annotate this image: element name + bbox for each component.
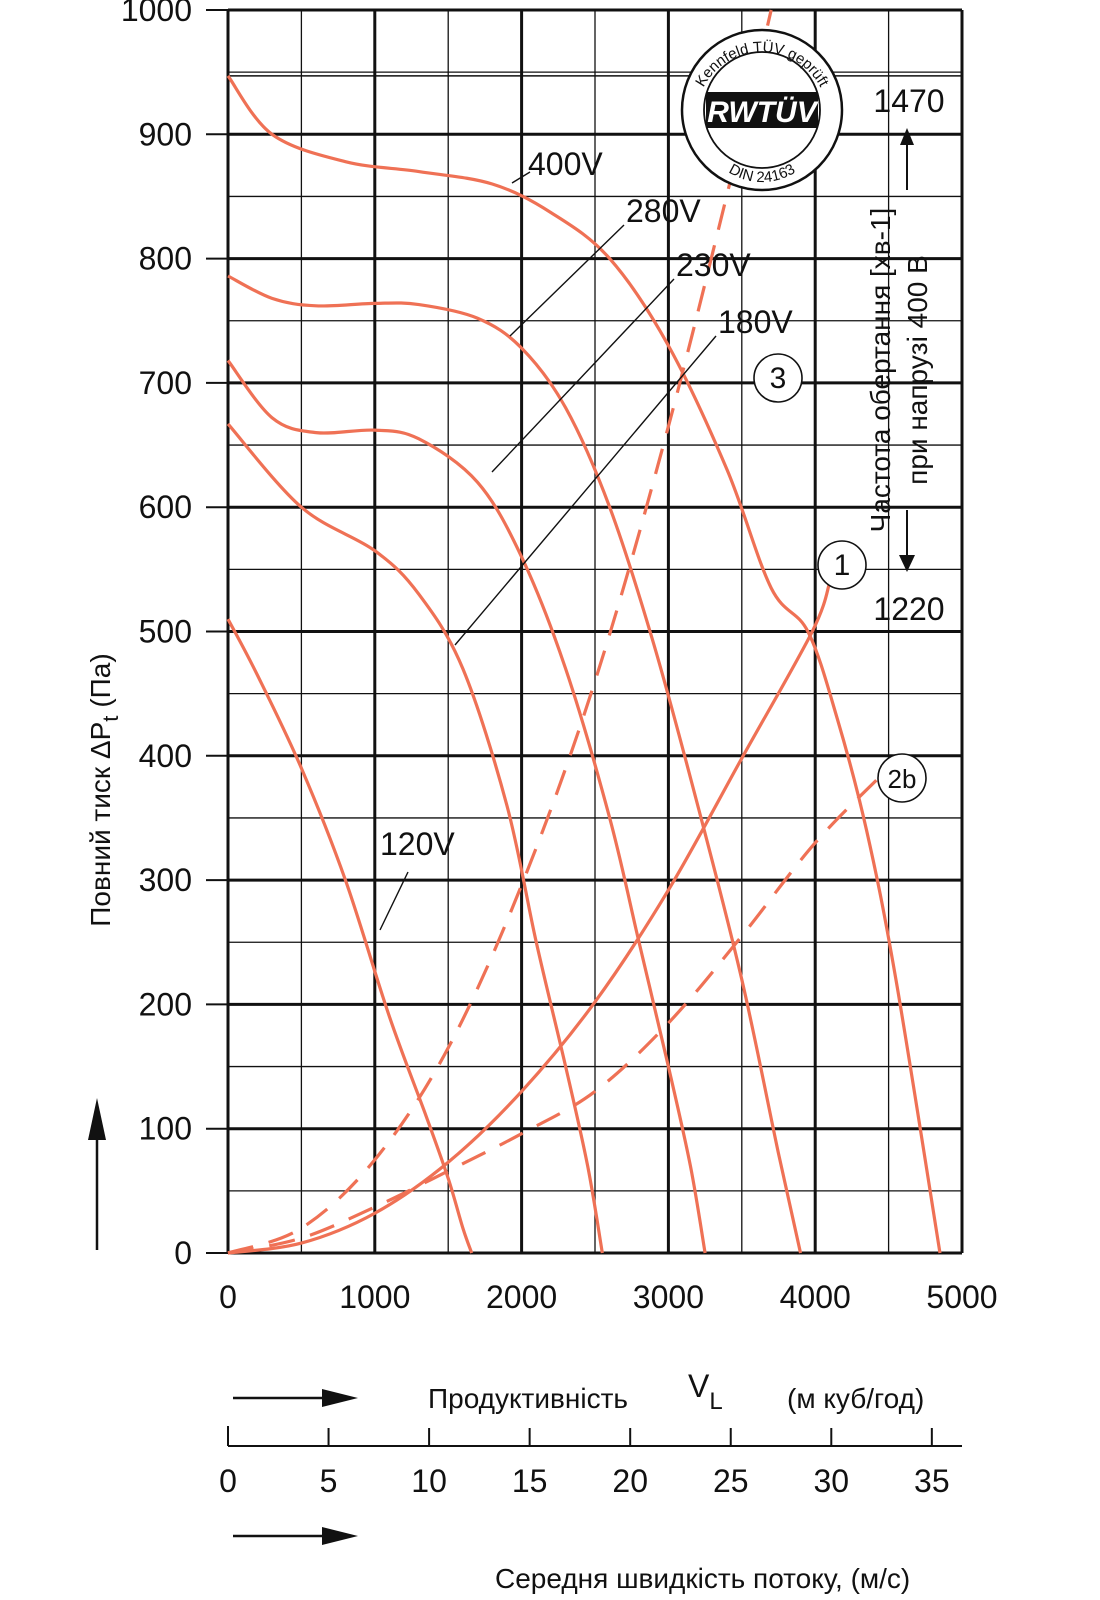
series-label-120V: 120V <box>380 826 455 862</box>
x-axis-label: Продуктивність <box>428 1383 628 1414</box>
fan-curve-120V <box>226 618 474 1254</box>
x-tick-4000: 4000 <box>780 1279 851 1315</box>
y-tick-300: 300 <box>139 862 192 898</box>
y-axis-arrow-head <box>88 1098 106 1140</box>
velocity-tick-10: 10 <box>411 1463 447 1499</box>
velocity-axis-label: Середня швидкість потоку, (м/с) <box>495 1563 910 1594</box>
velocity-tick-30: 30 <box>813 1463 849 1499</box>
fan-curve-400V <box>226 74 942 1254</box>
y-tick-600: 600 <box>139 489 192 525</box>
series-label-400V: 400V <box>528 146 603 182</box>
series-label-230V: 230V <box>676 247 751 283</box>
rpm-label-line1: Частота обертання [хв-1] <box>865 208 896 533</box>
system-curve-label-1: 1 <box>834 549 851 582</box>
x-axis-symbol: VL <box>688 1368 723 1415</box>
series-label-180V: 180V <box>718 304 793 340</box>
rpm-bottom-value: 1220 <box>873 591 944 627</box>
stamp-logo-text: RWTÜV <box>707 96 819 129</box>
rpm-up-arrow-head <box>900 128 914 145</box>
velocity-tick-25: 25 <box>713 1463 749 1499</box>
velocity-tick-35: 35 <box>914 1463 950 1499</box>
system-curve-marker-1 <box>817 540 867 590</box>
rpm-down-arrow-head <box>899 555 915 572</box>
system-curve-marker-2b <box>877 753 927 803</box>
y-tick-900: 900 <box>139 116 192 152</box>
x-tick-2000: 2000 <box>486 1279 557 1315</box>
x-axis-arrow-head <box>322 1389 358 1407</box>
system-curve-2b <box>227 767 890 1255</box>
system-curve-1 <box>227 581 832 1255</box>
y-tick-700: 700 <box>139 365 192 401</box>
y-tick-1000: 1000 <box>121 0 192 28</box>
y-tick-0: 0 <box>174 1235 192 1271</box>
velocity-arrow-head <box>322 1527 358 1545</box>
series-label-280V: 280V <box>626 193 701 229</box>
system-curve-label-3: 3 <box>770 362 787 395</box>
system-curve-3 <box>227 9 773 1255</box>
x-axis-unit: (м куб/год) <box>787 1383 924 1414</box>
rwtuv-stamp: Kennfeld TÜV geprüft RWTÜV DIN 24163 <box>680 28 844 192</box>
y-tick-500: 500 <box>139 614 192 650</box>
velocity-tick-15: 15 <box>512 1463 548 1499</box>
x-tick-5000: 5000 <box>926 1279 997 1315</box>
grid <box>206 8 964 1255</box>
x-tick-0: 0 <box>219 1279 237 1315</box>
tick-labels: 0 100 200 300 400 500 600 700 800 900 1000 0 1000 200… <box>121 0 998 1315</box>
y-tick-400: 400 <box>139 738 192 774</box>
y-axis-label: Повний тиск ΔPt(Па) <box>85 653 123 926</box>
y-tick-100: 100 <box>139 1111 192 1147</box>
fan-curve-180V <box>226 422 604 1254</box>
fan-curve-280V <box>227 274 803 1254</box>
y-tick-800: 800 <box>139 241 192 277</box>
annotations: 400V 280V 230V 180V 120V 1 3 2b <box>379 146 927 931</box>
stamp-inner-ring <box>703 51 821 169</box>
leader-120V <box>379 871 409 931</box>
velocity-tick-5: 5 <box>320 1463 338 1499</box>
system-curve-label-2b: 2b <box>888 764 917 794</box>
x-tick-3000: 3000 <box>633 1279 704 1315</box>
velocity-axis-ticks: 0 5 10 15 20 25 30 35 <box>219 1428 950 1499</box>
leader-400V <box>511 171 531 184</box>
velocity-tick-0: 0 <box>219 1463 237 1499</box>
velocity-tick-20: 20 <box>612 1463 648 1499</box>
rpm-label-line2: при напрузі 400 В <box>902 255 933 485</box>
leader-280V <box>509 224 625 337</box>
y-tick-200: 200 <box>139 986 192 1022</box>
x-tick-1000: 1000 <box>339 1279 410 1315</box>
system-curve-marker-3 <box>753 353 803 403</box>
stamp-logo-band <box>706 92 818 128</box>
curves <box>226 9 942 1255</box>
leader-230V <box>491 278 675 473</box>
leader-180V <box>454 335 717 646</box>
rpm-top-value: 1470 <box>873 83 944 119</box>
fan-curve-230V <box>226 359 707 1254</box>
